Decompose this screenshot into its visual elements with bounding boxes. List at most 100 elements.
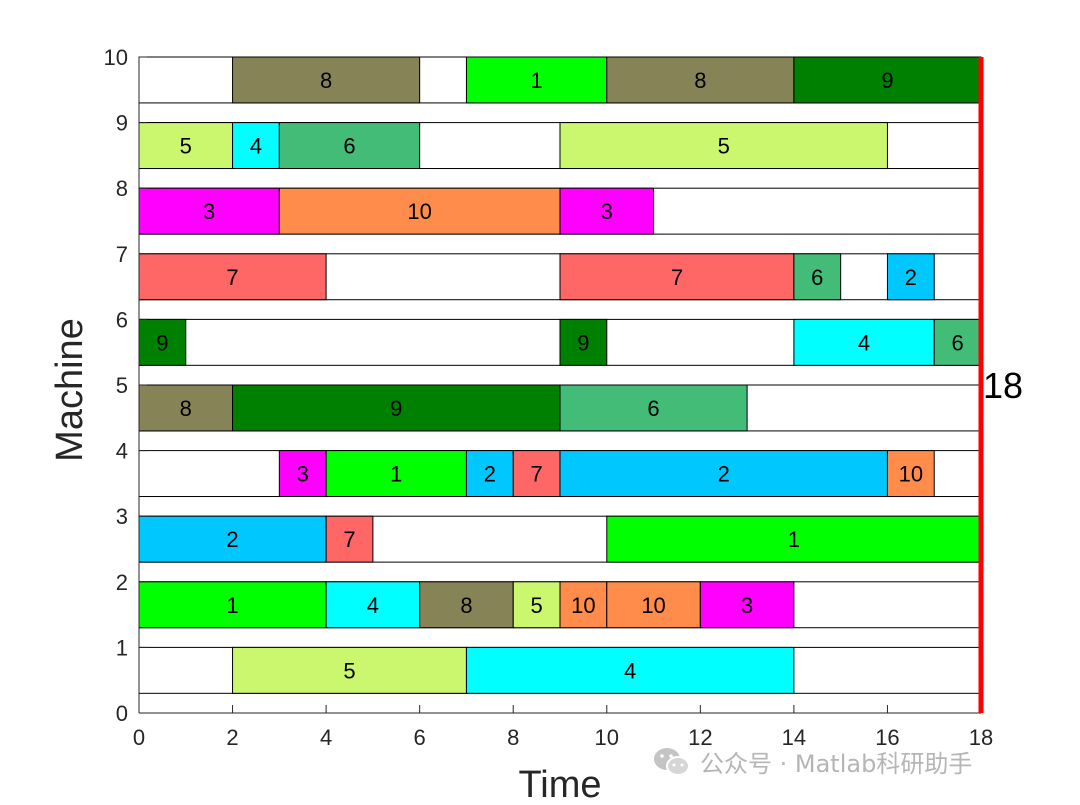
op-bar-m9-0 bbox=[138, 122, 234, 170]
op-label-m10-2: 8 bbox=[694, 68, 706, 93]
op-bar-m6-3 bbox=[933, 318, 982, 366]
op-bar-m10-3 bbox=[793, 56, 982, 104]
op-bar-m4-0 bbox=[278, 450, 327, 498]
watermark: 公众号 · Matlab科研助手 bbox=[652, 744, 972, 779]
op-label-m10-1: 1 bbox=[530, 68, 542, 93]
op-label-m9-0: 5 bbox=[180, 134, 192, 159]
op-label-m2-2: 8 bbox=[460, 593, 472, 618]
op-label-m10-3: 9 bbox=[881, 68, 893, 93]
op-bar-m7-2 bbox=[793, 253, 842, 301]
op-label-m4-2: 2 bbox=[484, 462, 496, 487]
op-label-m10-0: 8 bbox=[320, 68, 332, 93]
x-tick-label-0: 0 bbox=[133, 725, 145, 750]
makespan-marker: 18 bbox=[978, 57, 1023, 713]
op-label-m9-1: 4 bbox=[250, 134, 262, 159]
op-label-m3-2: 1 bbox=[788, 527, 800, 552]
x-tick-label-2: 4 bbox=[320, 725, 332, 750]
op-label-m5-1: 9 bbox=[390, 396, 402, 421]
op-label-m1-1: 4 bbox=[624, 658, 636, 683]
y-tick-label-2: 2 bbox=[116, 570, 128, 595]
op-bar-m4-2 bbox=[465, 450, 514, 498]
op-label-m7-2: 6 bbox=[811, 265, 823, 290]
wechat-icon bbox=[652, 746, 692, 778]
y-tick-label-10: 10 bbox=[104, 45, 128, 70]
op-label-m8-1: 10 bbox=[407, 199, 431, 224]
op-label-m8-2: 3 bbox=[601, 199, 613, 224]
op-label-m6-0: 9 bbox=[156, 330, 168, 355]
x-tick-label-4: 8 bbox=[507, 725, 519, 750]
operation-bars: 5 41 4 8 5 10 10 32 7 13 1 2 7 2 108 9 69 9 4 67 7 6 23 10 35 4 6 5… bbox=[138, 56, 982, 694]
op-bar-m8-1 bbox=[278, 187, 561, 235]
op-label-m2-1: 4 bbox=[367, 593, 379, 618]
y-tick-label-7: 7 bbox=[116, 242, 128, 267]
op-label-m9-2: 6 bbox=[343, 134, 355, 159]
op-bar-m4-3 bbox=[512, 450, 561, 498]
x-tick-label-5: 10 bbox=[595, 725, 619, 750]
op-bar-m7-0 bbox=[138, 253, 327, 301]
x-tick-label-1: 2 bbox=[226, 725, 238, 750]
op-bar-m6-0 bbox=[138, 318, 187, 366]
op-bar-m6-2 bbox=[793, 318, 935, 366]
op-label-m6-3: 6 bbox=[951, 330, 963, 355]
op-label-m4-3: 7 bbox=[530, 462, 542, 487]
y-tick-label-3: 3 bbox=[116, 504, 128, 529]
y-tick-label-0: 0 bbox=[116, 701, 128, 726]
y-tick-label-1: 1 bbox=[116, 635, 128, 660]
op-bar-m9-1 bbox=[232, 122, 280, 170]
op-label-m4-5: 10 bbox=[899, 462, 923, 487]
makespan-label: 18 bbox=[983, 365, 1023, 406]
op-bar-m2-4 bbox=[559, 581, 608, 629]
x-tick-label-7: 14 bbox=[782, 725, 806, 750]
x-axis-title: Time bbox=[518, 764, 601, 805]
op-bar-m2-2 bbox=[419, 581, 514, 629]
op-bar-m4-1 bbox=[325, 450, 467, 498]
op-bar-m5-2 bbox=[559, 384, 748, 432]
op-label-m2-0: 1 bbox=[226, 593, 238, 618]
op-label-m4-4: 2 bbox=[718, 462, 730, 487]
op-label-m4-0: 3 bbox=[297, 462, 309, 487]
op-label-m5-2: 6 bbox=[647, 396, 659, 421]
op-label-m5-0: 8 bbox=[180, 396, 192, 421]
op-label-m2-4: 10 bbox=[571, 593, 595, 618]
x-tick-label-9: 18 bbox=[969, 725, 993, 750]
op-bar-m10-0 bbox=[232, 56, 421, 104]
op-label-m8-0: 3 bbox=[203, 199, 215, 224]
op-label-m2-3: 5 bbox=[530, 593, 542, 618]
op-bar-m4-4 bbox=[559, 450, 888, 498]
y-tick-label-8: 8 bbox=[116, 176, 128, 201]
op-bar-m1-1 bbox=[465, 646, 795, 694]
op-bar-m9-3 bbox=[559, 122, 888, 170]
op-bar-m7-3 bbox=[886, 253, 935, 301]
op-bar-m3-2 bbox=[606, 515, 982, 563]
op-bar-m8-2 bbox=[559, 187, 655, 235]
op-label-m2-6: 3 bbox=[741, 593, 753, 618]
watermark-text: 公众号 · Matlab科研助手 bbox=[700, 750, 973, 778]
op-bar-m5-1 bbox=[232, 384, 561, 432]
op-label-m2-5: 10 bbox=[641, 593, 665, 618]
op-label-m3-1: 7 bbox=[343, 527, 355, 552]
y-tick-label-6: 6 bbox=[116, 307, 128, 332]
op-label-m6-1: 9 bbox=[577, 330, 589, 355]
y-tick-label-9: 9 bbox=[116, 111, 128, 136]
op-bar-m2-6 bbox=[699, 581, 795, 629]
op-label-m9-3: 5 bbox=[718, 134, 730, 159]
op-label-m7-0: 7 bbox=[226, 265, 238, 290]
op-label-m4-1: 1 bbox=[390, 462, 402, 487]
op-bar-m10-1 bbox=[465, 56, 608, 104]
x-tick-label-8: 16 bbox=[875, 725, 899, 750]
op-label-m6-2: 4 bbox=[858, 330, 870, 355]
op-bar-m2-0 bbox=[138, 581, 327, 629]
y-axis-title: Machine bbox=[49, 318, 91, 462]
op-label-m7-3: 2 bbox=[905, 265, 917, 290]
op-bar-m10-2 bbox=[606, 56, 795, 104]
x-tick-label-3: 6 bbox=[414, 725, 426, 750]
op-bar-m3-1 bbox=[325, 515, 374, 563]
op-bar-m7-1 bbox=[559, 253, 795, 301]
y-tick-label-4: 4 bbox=[116, 439, 128, 464]
y-tick-label-5: 5 bbox=[116, 373, 128, 398]
op-label-m3-0: 2 bbox=[226, 527, 238, 552]
op-bar-m2-5 bbox=[606, 581, 701, 629]
op-bar-m6-1 bbox=[559, 318, 608, 366]
